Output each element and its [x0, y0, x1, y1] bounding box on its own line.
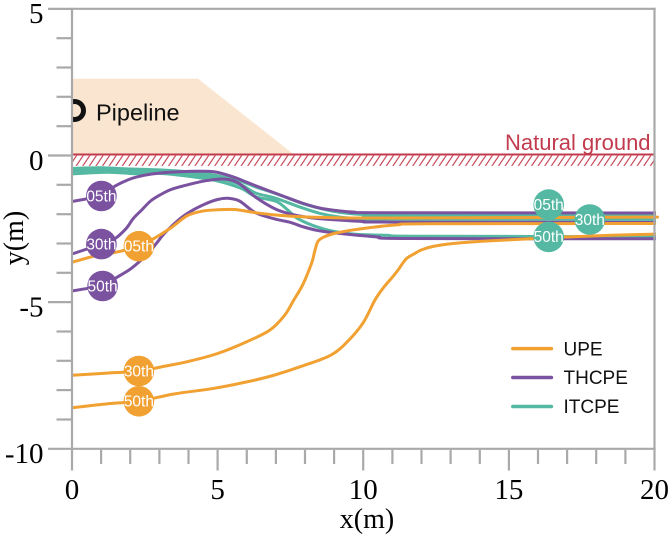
svg-text:15: 15 [494, 474, 523, 506]
svg-text:0: 0 [29, 145, 44, 177]
svg-text:x(m): x(m) [340, 504, 394, 535]
svg-text:05th: 05th [534, 197, 564, 214]
svg-text:05th: 05th [124, 239, 154, 256]
svg-text:50th: 50th [534, 229, 564, 246]
svg-text:THCPE: THCPE [564, 368, 628, 389]
svg-text:5: 5 [29, 0, 44, 30]
svg-text:50th: 50th [88, 278, 118, 295]
svg-text:Pipeline: Pipeline [96, 100, 180, 126]
svg-text:UPE: UPE [564, 339, 603, 360]
svg-text:30th: 30th [575, 212, 605, 229]
svg-text:Natural ground: Natural ground [505, 130, 651, 155]
svg-text:y(m): y(m) [0, 211, 30, 265]
svg-text:0: 0 [65, 474, 80, 506]
svg-text:05th: 05th [86, 188, 116, 205]
svg-text:50th: 50th [124, 394, 154, 411]
svg-text:5: 5 [210, 474, 225, 506]
svg-text:30th: 30th [124, 363, 154, 380]
svg-text:20: 20 [640, 474, 669, 506]
svg-text:-10: -10 [5, 438, 44, 470]
svg-text:30th: 30th [86, 236, 116, 253]
svg-text:-5: -5 [19, 291, 43, 323]
svg-text:10: 10 [349, 474, 378, 506]
svg-text:ITCPE: ITCPE [564, 397, 620, 418]
